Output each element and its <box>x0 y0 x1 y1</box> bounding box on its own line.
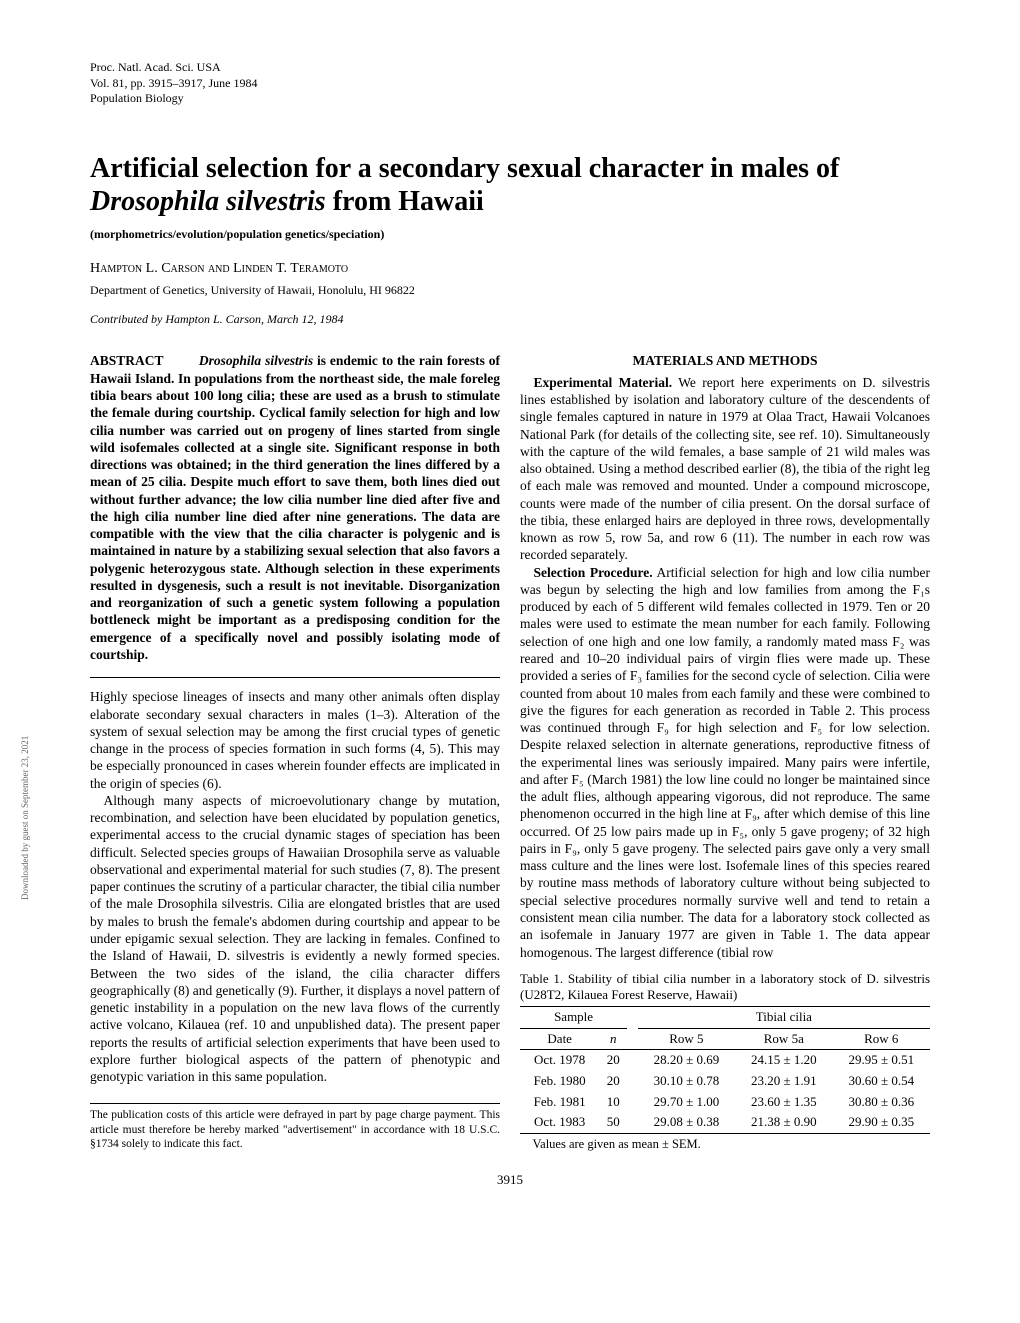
table1: Sample Tibial cilia Date n Row 5 Row 5a … <box>520 1006 930 1134</box>
table1-col-row5a: Row 5a <box>735 1028 832 1050</box>
methods-paragraph-2: Selection Procedure. Artificial selectio… <box>520 564 930 961</box>
title-suffix: from Hawaii <box>326 186 484 217</box>
abstract-rule <box>90 677 500 678</box>
table1-cell-date: Feb. 1980 <box>520 1071 599 1092</box>
intro-paragraph-2: Although many aspects of microevolutiona… <box>90 792 500 1086</box>
left-column: ABSTRACT Drosophila silvestris is endemi… <box>90 352 500 1151</box>
table1-cell-n: 20 <box>599 1050 627 1071</box>
table-row: Feb. 1980 20 30.10 ± 0.78 23.20 ± 1.91 3… <box>520 1071 930 1092</box>
table1-grouphead-sample: Sample <box>520 1007 627 1029</box>
table1-col-n: n <box>599 1028 627 1050</box>
publication-footnote: The publication costs of this article we… <box>90 1108 500 1151</box>
table1-col-row6: Row 6 <box>833 1028 930 1050</box>
table1-header-row: Date n Row 5 Row 5a Row 6 <box>520 1028 930 1050</box>
table1-caption: Table 1. Stability of tibial cilia numbe… <box>520 971 930 1004</box>
right-column: MATERIALS AND METHODS Experimental Mater… <box>520 352 930 1151</box>
title-prefix: Artificial selection for a secondary sex… <box>90 153 839 184</box>
table1-cell-r6: 30.80 ± 0.36 <box>833 1092 930 1113</box>
table1-cell-r5a: 23.20 ± 1.91 <box>735 1071 832 1092</box>
methods-p1-body: We report here experiments on D. silvest… <box>520 375 930 563</box>
abstract-species: Drosophila silvestris <box>199 353 313 368</box>
table1-cell-r5a: 23.60 ± 1.35 <box>735 1092 832 1113</box>
table1-cell-r6: 30.60 ± 0.54 <box>833 1071 930 1092</box>
journal-info: Proc. Natl. Acad. Sci. USA Vol. 81, pp. … <box>90 60 930 107</box>
methods-heading: MATERIALS AND METHODS <box>520 352 930 369</box>
methods-p1-runin: Experimental Material. <box>534 375 673 390</box>
table1-header-group: Sample Tibial cilia <box>520 1007 930 1029</box>
authors: Hampton L. Carson and Linden T. Teramoto <box>90 260 930 278</box>
journal-line1: Proc. Natl. Acad. Sci. USA <box>90 60 930 76</box>
table1-cell-n: 10 <box>599 1092 627 1113</box>
table1-cell-r5: 30.10 ± 0.78 <box>638 1071 735 1092</box>
journal-line2: Vol. 81, pp. 3915–3917, June 1984 <box>90 76 930 92</box>
page-number: 3915 <box>90 1172 930 1188</box>
methods-p2-body: Artificial selection for high and low ci… <box>520 565 930 960</box>
table1-cell-r5a: 24.15 ± 1.20 <box>735 1050 832 1071</box>
table1-cell-n: 50 <box>599 1112 627 1133</box>
table-row: Feb. 1981 10 29.70 ± 1.00 23.60 ± 1.35 3… <box>520 1092 930 1113</box>
article-title: Artificial selection for a secondary sex… <box>90 152 930 219</box>
intro-paragraph-1: Highly speciose lineages of insects and … <box>90 688 500 792</box>
abstract-block: ABSTRACT Drosophila silvestris is endemi… <box>90 352 500 663</box>
table1-note: Values are given as mean ± SEM. <box>520 1136 930 1152</box>
methods-paragraph-1: Experimental Material. We report here ex… <box>520 374 930 564</box>
abstract-body: is endemic to the rain forests of Hawaii… <box>90 353 500 662</box>
journal-line3: Population Biology <box>90 91 930 107</box>
table1-cell-r5a: 21.38 ± 0.90 <box>735 1112 832 1133</box>
table1-cell-r5: 29.08 ± 0.38 <box>638 1112 735 1133</box>
abstract-gap <box>167 353 198 368</box>
two-column-body: ABSTRACT Drosophila silvestris is endemi… <box>90 352 930 1151</box>
keywords: (morphometrics/evolution/population gene… <box>90 227 930 242</box>
table1-col-date: Date <box>520 1028 599 1050</box>
affiliation: Department of Genetics, University of Ha… <box>90 283 930 298</box>
abstract-label: ABSTRACT <box>90 353 164 368</box>
table-row: Oct. 1978 20 28.20 ± 0.69 24.15 ± 1.20 2… <box>520 1050 930 1071</box>
contributed-line: Contributed by Hampton L. Carson, March … <box>90 312 930 327</box>
footnote-rule <box>90 1103 500 1104</box>
table1-cell-r6: 29.90 ± 0.35 <box>833 1112 930 1133</box>
table1-cell-date: Oct. 1978 <box>520 1050 599 1071</box>
abstract-text: Drosophila silvestris is endemic to the … <box>90 353 500 662</box>
table-row: Oct. 1983 50 29.08 ± 0.38 21.38 ± 0.90 2… <box>520 1112 930 1133</box>
table1-cell-n: 20 <box>599 1071 627 1092</box>
table1-cell-r5: 28.20 ± 0.69 <box>638 1050 735 1071</box>
table1-grouphead-cilia: Tibial cilia <box>638 1007 930 1029</box>
methods-p2-runin: Selection Procedure. <box>534 565 653 580</box>
title-species: Drosophila silvestris <box>90 186 326 217</box>
table1-cell-r5: 29.70 ± 1.00 <box>638 1092 735 1113</box>
table1-cell-date: Oct. 1983 <box>520 1112 599 1133</box>
table1-cell-date: Feb. 1981 <box>520 1092 599 1113</box>
download-notice: Downloaded by guest on September 23, 202… <box>20 736 31 900</box>
table1-cell-r6: 29.95 ± 0.51 <box>833 1050 930 1071</box>
table1-col-row5: Row 5 <box>638 1028 735 1050</box>
